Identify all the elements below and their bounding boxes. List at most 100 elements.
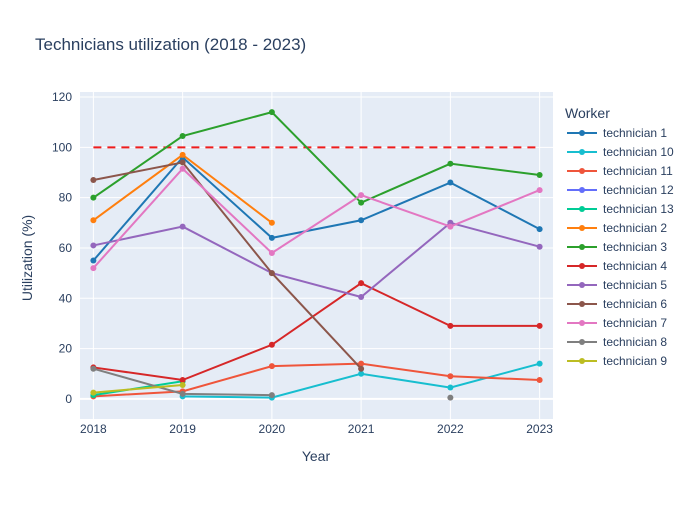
data-point[interactable] (536, 377, 543, 384)
series-line (92, 111, 540, 204)
series-technician-1 (90, 154, 543, 264)
data-point[interactable] (358, 217, 365, 224)
x-tick-labels: 2018 2019 2020 2021 2022 2023 (80, 422, 553, 436)
legend-swatch-marker (579, 301, 585, 307)
data-point[interactable] (536, 243, 543, 250)
legend-item[interactable]: technician 9 (567, 354, 667, 368)
data-point[interactable] (179, 223, 186, 230)
series-technician-6 (90, 159, 365, 372)
data-point[interactable] (358, 365, 365, 372)
data-point[interactable] (268, 392, 275, 399)
data-point[interactable] (536, 226, 543, 233)
legend-swatch-marker (579, 149, 585, 155)
data-point[interactable] (179, 133, 186, 140)
legend-item[interactable]: technician 12 (567, 183, 674, 197)
data-point[interactable] (90, 265, 97, 272)
data-point[interactable] (268, 249, 275, 256)
legend-swatch-marker (579, 320, 585, 326)
legend-item[interactable]: technician 10 (567, 145, 674, 159)
legend-swatch-marker (579, 187, 585, 193)
data-point[interactable] (179, 382, 186, 389)
data-point[interactable] (358, 294, 365, 301)
data-point[interactable] (268, 363, 275, 370)
data-point[interactable] (90, 257, 97, 264)
legend-item[interactable]: technician 6 (567, 297, 667, 311)
y-tick-label: 120 (52, 90, 72, 104)
data-point[interactable] (358, 199, 365, 206)
data-point[interactable] (447, 384, 454, 391)
data-point[interactable] (179, 159, 186, 166)
data-point[interactable] (358, 280, 365, 287)
legend-item[interactable]: technician 1 (567, 126, 667, 140)
data-point[interactable] (536, 322, 543, 329)
data-point[interactable] (179, 377, 186, 384)
x-tick-label: 2018 (80, 422, 107, 436)
data-point[interactable] (90, 217, 97, 224)
y-tick-label: 0 (65, 392, 72, 406)
series-technician-2 (90, 151, 275, 226)
plot-area (80, 92, 553, 419)
legend-label: technician 2 (603, 221, 667, 235)
series-line (93, 221, 540, 299)
data-point[interactable] (268, 341, 275, 348)
legend-title: Worker (565, 105, 610, 121)
data-point[interactable] (447, 322, 454, 329)
data-point[interactable] (90, 242, 97, 249)
legend-swatch-marker (579, 206, 585, 212)
data-point[interactable] (179, 390, 186, 397)
y-tick-label: 20 (59, 342, 73, 356)
data-point[interactable] (447, 160, 454, 167)
legend-item[interactable]: technician 13 (567, 202, 674, 216)
data-point[interactable] (447, 223, 454, 230)
data-point[interactable] (536, 360, 543, 367)
legend-item[interactable]: technician 3 (567, 240, 667, 254)
x-tick-label: 2019 (169, 422, 196, 436)
legend-label: technician 9 (603, 354, 667, 368)
legend-label: technician 7 (603, 316, 667, 330)
series-line (93, 282, 540, 382)
data-point[interactable] (179, 165, 186, 172)
series-technician-9 (90, 382, 186, 396)
legend-item[interactable]: technician 7 (567, 316, 667, 330)
x-tick-label: 2021 (348, 422, 375, 436)
data-point[interactable] (536, 187, 543, 194)
data-point[interactable] (90, 177, 97, 184)
data-point[interactable] (90, 389, 97, 396)
legend-item[interactable]: technician 11 (567, 164, 673, 178)
legend: technician 1 technician 10 technician 11 te… (567, 126, 674, 368)
legend-swatch-marker (579, 282, 585, 288)
data-point[interactable] (358, 370, 365, 377)
series-line (92, 155, 541, 262)
legend-label: technician 8 (603, 335, 667, 349)
data-point[interactable] (447, 373, 454, 380)
series-line (93, 362, 540, 398)
x-tick-label: 2020 (259, 422, 286, 436)
data-point[interactable] (268, 219, 275, 226)
x-tick-label: 2023 (526, 422, 553, 436)
data-point[interactable] (90, 194, 97, 201)
legend-label: technician 3 (603, 240, 667, 254)
data-point[interactable] (268, 270, 275, 277)
data-point[interactable] (268, 109, 275, 116)
x-tick-label: 2022 (437, 422, 464, 436)
legend-item[interactable]: technician 8 (567, 335, 667, 349)
y-tick-label: 80 (59, 191, 73, 205)
y-tick-labels: 0 20 40 60 80 100 120 (52, 90, 72, 406)
y-axis-title: Utilization (%) (19, 215, 35, 301)
legend-item[interactable]: technician 4 (567, 259, 667, 273)
data-point[interactable] (90, 365, 97, 372)
data-point[interactable] (447, 394, 454, 401)
data-point[interactable] (179, 151, 186, 158)
data-point[interactable] (447, 179, 454, 186)
data-point[interactable] (268, 234, 275, 241)
legend-label: technician 13 (603, 202, 674, 216)
chart-title: Technicians utilization (2018 - 2023) (35, 35, 306, 54)
legend-label: technician 11 (603, 164, 673, 178)
legend-label: technician 1 (603, 126, 667, 140)
legend-item[interactable]: technician 5 (567, 278, 667, 292)
data-point[interactable] (358, 192, 365, 199)
legend-item[interactable]: technician 2 (567, 221, 667, 235)
data-point[interactable] (358, 360, 365, 367)
data-point[interactable] (536, 172, 543, 179)
